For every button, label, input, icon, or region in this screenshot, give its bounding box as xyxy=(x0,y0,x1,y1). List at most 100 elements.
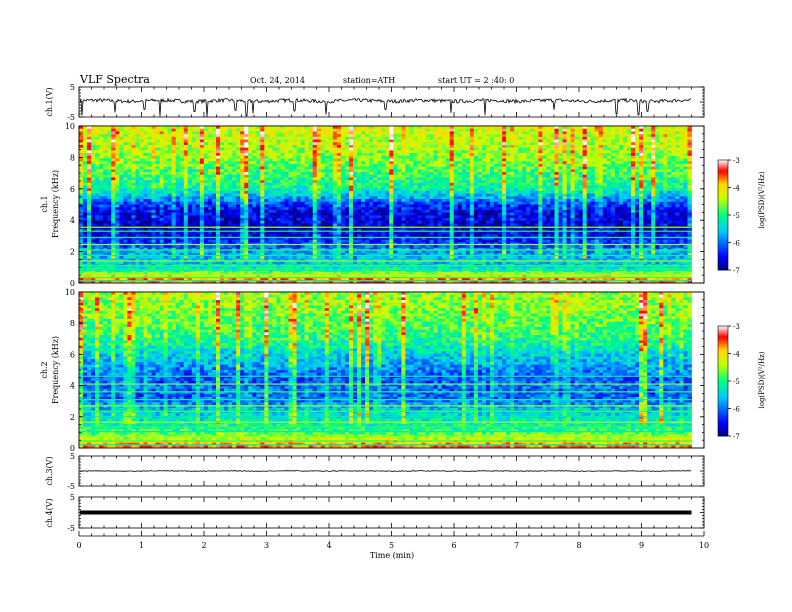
spectrogram-cell xyxy=(389,212,394,216)
spectrogram-cell xyxy=(373,128,378,132)
spectrogram-cell xyxy=(397,169,402,173)
spectrogram-cell xyxy=(276,155,281,159)
spectrogram-cell xyxy=(171,139,177,143)
spectrogram-cell xyxy=(163,161,168,165)
spectrogram-cell xyxy=(83,261,88,265)
spectrogram-cell xyxy=(167,218,173,222)
spectrogram-cell xyxy=(232,218,237,222)
spectrogram-cell xyxy=(405,126,410,130)
spectrogram-cell xyxy=(135,207,140,211)
spectrogram-cell xyxy=(353,223,358,227)
spectrogram-cell xyxy=(151,144,156,149)
spectrogram-cell xyxy=(151,128,156,132)
spectrogram-cell xyxy=(328,155,334,159)
spectrogram-cell xyxy=(405,174,410,178)
spectrogram-cell xyxy=(248,266,253,270)
spectrogram-cell xyxy=(159,231,164,235)
spectrogram-cell xyxy=(103,207,108,211)
spectrogram-cell xyxy=(256,220,261,224)
spectrogram-cell xyxy=(191,147,197,151)
spectrogram-cell xyxy=(385,169,390,173)
spectrogram-cell xyxy=(389,261,394,265)
spectrogram-cell xyxy=(385,172,390,176)
spectrogram-cell xyxy=(143,201,148,205)
spectrogram-cell xyxy=(107,161,112,165)
spectrogram-cell xyxy=(107,182,112,186)
spectrogram-cell xyxy=(300,153,306,157)
spectrogram-cell xyxy=(179,201,185,205)
spectrogram-cell xyxy=(357,155,362,159)
spectrogram-cell xyxy=(353,228,358,232)
spectrogram-cell xyxy=(348,258,354,262)
spectrogram-cell xyxy=(284,242,289,246)
spectrogram-cell xyxy=(236,193,241,197)
spectrogram-cell xyxy=(155,209,160,213)
spectrogram-cell xyxy=(260,150,265,154)
spectrogram-cell xyxy=(401,150,406,154)
spectrogram-cell xyxy=(123,212,128,216)
spectrogram-cell xyxy=(320,261,326,265)
spectrogram-cell xyxy=(179,172,185,176)
spectrogram-cell xyxy=(397,134,402,138)
spectrogram-cell xyxy=(272,169,277,173)
spectrogram-cell xyxy=(107,144,112,149)
spectrogram-cell xyxy=(147,247,152,251)
spectrogram-cell xyxy=(224,161,229,165)
spectrogram-cell xyxy=(240,272,245,276)
spectrogram-cell xyxy=(340,274,346,278)
spectrogram-cell xyxy=(248,131,253,135)
spectrogram-cell xyxy=(348,280,354,284)
spectrogram-cell xyxy=(135,158,140,162)
spectrogram-cell xyxy=(260,134,265,138)
ch1-waveform-panel: 5-5 xyxy=(67,83,705,122)
spectrogram-cell xyxy=(296,147,301,151)
spectrogram-cell xyxy=(268,188,273,192)
spectrogram-cell xyxy=(316,158,322,162)
spectrogram-cell xyxy=(119,218,124,222)
spectrogram-cell xyxy=(272,247,277,251)
spectrogram-cell xyxy=(268,169,273,173)
spectrogram-cell xyxy=(284,142,289,146)
spectrogram-cell xyxy=(127,134,132,138)
spectrogram-cell xyxy=(393,209,398,213)
spectrogram-cell xyxy=(131,163,136,167)
spectrogram-cell xyxy=(236,277,241,281)
spectrogram-cell xyxy=(127,166,132,170)
spectrogram-cell xyxy=(79,169,84,173)
spectrogram-cell xyxy=(276,234,281,238)
spectrogram-cell xyxy=(167,128,173,132)
spectrogram-cell xyxy=(304,247,310,251)
spectrogram-cell xyxy=(397,261,402,265)
spectrogram-cell xyxy=(272,255,277,259)
spectrogram-cell xyxy=(288,150,293,154)
spectrogram-cell xyxy=(248,220,253,224)
spectrogram-cell xyxy=(139,231,144,235)
spectrogram-cell xyxy=(203,163,209,167)
spectrogram-cell xyxy=(236,204,241,208)
spectrogram-cell xyxy=(365,242,370,246)
spectrogram-cell xyxy=(268,209,273,213)
spectrogram-cell xyxy=(328,177,334,181)
spectrogram-cell xyxy=(83,247,88,251)
spectrogram-cell xyxy=(248,228,253,232)
spectrogram-cell xyxy=(248,255,253,259)
spectrogram-cell xyxy=(183,212,189,216)
spectrogram-cell xyxy=(284,247,289,251)
spectrogram-cell xyxy=(373,274,378,278)
spectrogram-cell xyxy=(381,247,386,251)
spectrogram-cell xyxy=(195,212,201,216)
spectrogram-cell xyxy=(336,266,342,270)
spectrogram-cell xyxy=(320,196,326,200)
spectrogram-cell xyxy=(397,166,402,170)
spectrogram-cell xyxy=(296,253,301,257)
spectrogram-cell xyxy=(147,134,152,138)
spectrogram-cell xyxy=(397,207,402,211)
spectrogram-cell xyxy=(203,277,209,281)
spectrogram-cell xyxy=(191,234,197,238)
spectrogram-cell xyxy=(175,128,181,132)
spectrogram-cell xyxy=(155,134,160,138)
spectrogram-cell xyxy=(143,126,148,130)
spectrogram-cell xyxy=(159,147,164,151)
spectrogram-cell xyxy=(344,155,350,159)
spectrogram-cell xyxy=(220,204,225,208)
